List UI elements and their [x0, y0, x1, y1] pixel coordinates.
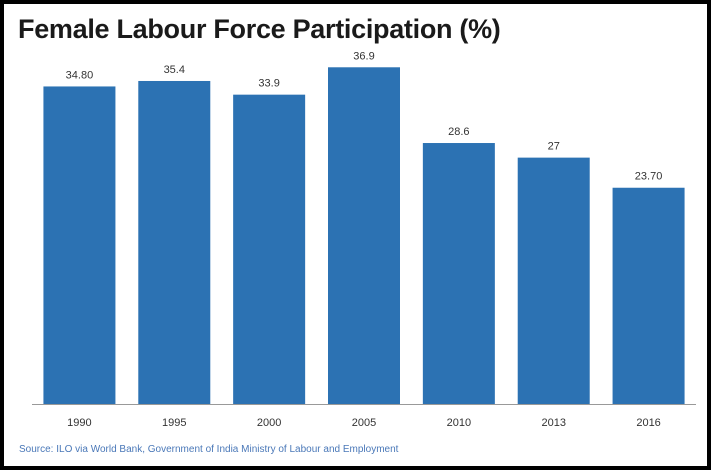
x-tick-label-1990: 1990	[67, 417, 91, 429]
value-label-2010: 28.6	[448, 126, 469, 138]
x-tick-label-2005: 2005	[352, 417, 376, 429]
bar-2013	[517, 157, 590, 404]
bar-2016	[612, 187, 685, 404]
value-label-1990: 34.80	[66, 69, 94, 81]
chart-frame: Female Labour Force Participation (%) 34…	[4, 4, 707, 466]
bar-1995	[138, 80, 211, 404]
bar-chart: 34.80 1990 35.4 1995 33.9 2000 36.9 2005 28.6 201…	[32, 50, 696, 429]
source-note: Source: ILO via World Bank, Government o…	[19, 444, 399, 455]
value-label-2016: 23.70	[635, 171, 663, 183]
chart-title: Female Labour Force Participation (%)	[18, 14, 501, 44]
x-tick-label-2016: 2016	[636, 417, 660, 429]
value-label-2005: 36.9	[353, 50, 374, 62]
x-tick-label-2000: 2000	[257, 417, 281, 429]
bars-layer	[43, 67, 685, 404]
bar-1990	[43, 86, 116, 404]
value-label-2013: 27	[548, 141, 560, 153]
x-tick-label-2010: 2010	[447, 417, 471, 429]
x-tick-label-2013: 2013	[541, 417, 565, 429]
value-label-2000: 33.9	[258, 78, 279, 90]
bar-2010	[422, 143, 495, 404]
bar-2000	[233, 94, 306, 404]
labels-layer: 34.80 1990 35.4 1995 33.9 2000 36.9 2005 28.6 201…	[66, 50, 663, 429]
x-tick-label-1995: 1995	[162, 417, 186, 429]
bar-2005	[328, 67, 400, 404]
value-label-1995: 35.4	[164, 64, 185, 76]
